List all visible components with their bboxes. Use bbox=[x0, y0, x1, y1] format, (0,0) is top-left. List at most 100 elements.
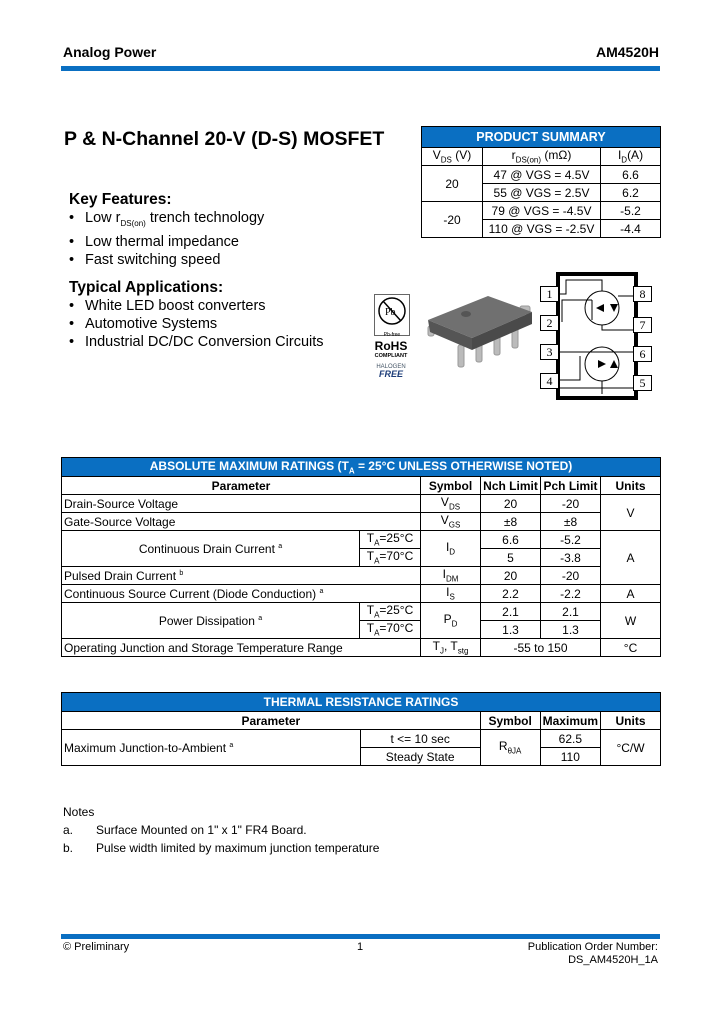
param-cell: Continuous Drain Current a bbox=[61, 530, 360, 567]
key-features: Key Features: Low rDS(on) trench technol… bbox=[69, 191, 264, 269]
pin-label: 6 bbox=[633, 346, 652, 362]
footer-right: Publication Order Number: DS_AM4520H_1A bbox=[528, 941, 658, 967]
nch-cell: 6.6 bbox=[480, 530, 541, 549]
col-units: Units bbox=[600, 711, 661, 730]
pch-cell: -2.2 bbox=[540, 584, 601, 603]
col-maximum: Maximum bbox=[539, 711, 602, 730]
pch-cell: -20 bbox=[540, 494, 601, 513]
col-parameter: Parameter bbox=[61, 476, 421, 495]
symbol-cell: IS bbox=[420, 584, 481, 603]
publication-label: Publication Order Number: bbox=[527, 941, 658, 953]
pin-label: 1 bbox=[540, 286, 559, 302]
unit-cell: W bbox=[600, 602, 661, 639]
note-text: Pulse width limited by maximum junction … bbox=[96, 841, 380, 855]
page-title: P & N-Channel 20-V (D-S) MOSFET bbox=[64, 128, 385, 150]
svg-text:Pb: Pb bbox=[385, 307, 396, 318]
compliant-text: COMPLIANT bbox=[374, 353, 408, 359]
thermal-resistance-table: THERMAL RESISTANCE RATINGS Parameter Symb… bbox=[61, 692, 661, 766]
rohs-badge: RoHS COMPLIANT HALOGEN FREE bbox=[370, 340, 412, 379]
note-mark: b. bbox=[63, 841, 74, 855]
cond-cell: TA=70°C bbox=[359, 620, 421, 639]
param-cell: Continuous Source Current (Diode Conduct… bbox=[61, 584, 421, 603]
unit-cell: °C bbox=[600, 638, 661, 657]
pch-cell: -3.8 bbox=[540, 548, 601, 567]
symbol-cell: IDM bbox=[420, 566, 481, 585]
pin-label: 5 bbox=[633, 375, 652, 391]
symbol-cell: ID bbox=[420, 530, 481, 567]
nch-cell: 20 bbox=[480, 566, 541, 585]
pch-cell: ±8 bbox=[540, 512, 601, 531]
product-summary-title: PRODUCT SUMMARY bbox=[421, 126, 661, 148]
pch-cell: 1.3 bbox=[540, 620, 601, 639]
pin-label: 4 bbox=[540, 373, 559, 389]
col-id: ID(A) bbox=[600, 147, 661, 166]
symbol-cell: PD bbox=[420, 602, 481, 639]
note-mark: a. bbox=[63, 823, 74, 837]
rds-cell: 110 @ VGS = -2.5V bbox=[482, 219, 601, 238]
feature-item: Fast switching speed bbox=[69, 251, 264, 269]
id-cell: -4.4 bbox=[600, 219, 661, 238]
pin-label: 8 bbox=[633, 286, 652, 302]
nch-cell: 20 bbox=[480, 494, 541, 513]
rds-cell: 55 @ VGS = 2.5V bbox=[482, 183, 601, 202]
feature-item: Low thermal impedance bbox=[69, 233, 264, 251]
cond-cell: TA=25°C bbox=[359, 602, 421, 621]
id-cell: -5.2 bbox=[600, 201, 661, 220]
col-symbol: Symbol bbox=[479, 711, 541, 730]
rds-cell: 79 @ VGS = -4.5V bbox=[482, 201, 601, 220]
param-cell: Operating Junction and Storage Temperatu… bbox=[61, 638, 421, 657]
rds-cell: 47 @ VGS = 4.5V bbox=[482, 165, 601, 184]
param-cell: Power Dissipation a bbox=[61, 602, 360, 639]
key-features-heading: Key Features: bbox=[69, 191, 172, 208]
nch-cell: 2.1 bbox=[480, 602, 541, 621]
param-cell: Maximum Junction-to-Ambient a bbox=[61, 729, 361, 766]
param-cell: Drain-Source Voltage bbox=[61, 494, 421, 513]
company-name: Analog Power bbox=[63, 44, 157, 60]
product-summary-table: PRODUCT SUMMARY VDS (V) rDS(on) (mΩ) ID(A)… bbox=[421, 126, 661, 238]
id-cell: 6.6 bbox=[600, 165, 661, 184]
pch-cell: 2.1 bbox=[540, 602, 601, 621]
application-item: Industrial DC/DC Conversion Circuits bbox=[69, 333, 324, 351]
unit-cell: °C/W bbox=[600, 729, 661, 766]
col-vds: VDS (V) bbox=[421, 147, 483, 166]
unit-cell: A bbox=[600, 530, 661, 585]
col-pch: Pch Limit bbox=[540, 476, 601, 495]
nch-cell: 1.3 bbox=[480, 620, 541, 639]
cond-cell: TA=70°C bbox=[359, 548, 421, 567]
abs-max-title: ABSOLUTE MAXIMUM RATINGS (TA = 25°C UNLE… bbox=[61, 457, 661, 477]
nch-cell: ±8 bbox=[480, 512, 541, 531]
symbol-cell: VDS bbox=[420, 494, 481, 513]
col-units: Units bbox=[600, 476, 661, 495]
pb-free-text: Pb-free bbox=[383, 332, 401, 338]
application-item: Automotive Systems bbox=[69, 315, 324, 333]
absolute-max-ratings-table: ABSOLUTE MAXIMUM RATINGS (TA = 25°C UNLE… bbox=[61, 457, 661, 657]
notes-heading: Notes bbox=[63, 805, 95, 819]
symbol-cell: RθJA bbox=[479, 729, 541, 766]
unit-cell: A bbox=[600, 584, 661, 603]
notes: Notes a. Surface Mounted on 1" x 1" FR4 B… bbox=[63, 803, 379, 857]
cond-cell: Steady State bbox=[359, 747, 481, 766]
pinout-diagram bbox=[556, 272, 638, 400]
part-number: AM4520H bbox=[595, 44, 659, 60]
vds-cell: 20 bbox=[421, 165, 483, 202]
range-cell: -55 to 150 bbox=[480, 638, 601, 657]
pin-label: 2 bbox=[540, 315, 559, 331]
feature-item: Low rDS(on) trench technology bbox=[69, 209, 264, 233]
rohs-text: RoHS bbox=[374, 339, 408, 353]
cond-cell: TA=25°C bbox=[359, 530, 421, 549]
max-cell: 110 bbox=[539, 747, 602, 766]
id-cell: 6.2 bbox=[600, 183, 661, 202]
pin-label: 7 bbox=[633, 317, 652, 333]
col-rds: rDS(on) (mΩ) bbox=[482, 147, 601, 166]
thermal-title: THERMAL RESISTANCE RATINGS bbox=[61, 692, 661, 712]
publication-number: DS_AM4520H_1A bbox=[568, 954, 658, 966]
nch-cell: 5 bbox=[480, 548, 541, 567]
pb-free-logo: Pb Pb-free bbox=[374, 294, 410, 338]
note-text: Surface Mounted on 1" x 1" FR4 Board. bbox=[96, 823, 307, 837]
nch-cell: 2.2 bbox=[480, 584, 541, 603]
halogen-text: HALOGEN bbox=[376, 363, 406, 370]
footer-left: © Preliminary bbox=[63, 941, 130, 953]
param-cell: Pulsed Drain Current b bbox=[61, 566, 421, 585]
cond-cell: t <= 10 sec bbox=[359, 729, 481, 748]
